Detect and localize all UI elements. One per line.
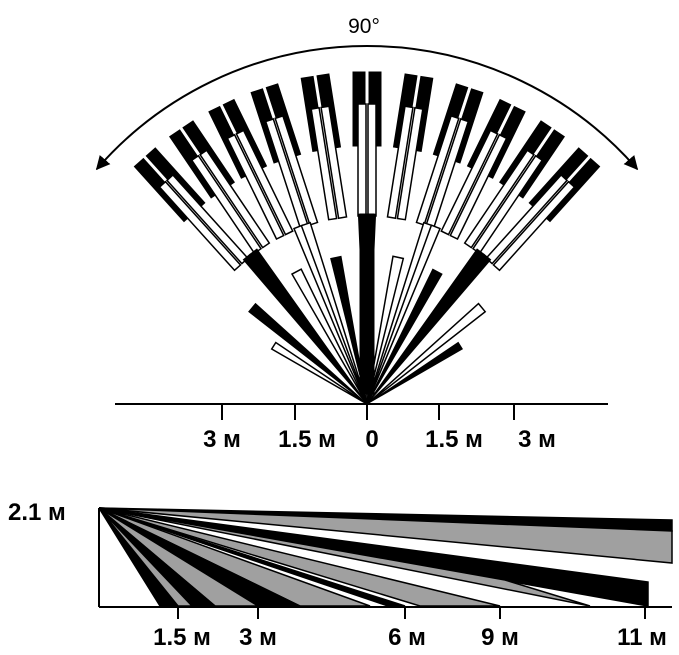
far-zone-outline-a-2: [226, 133, 285, 241]
far-zone-outline-a-9: [463, 149, 535, 249]
center-beam-b: [367, 213, 375, 395]
near-zone-beam-1: [248, 302, 368, 405]
side-distance-label-11m: 11 м: [617, 624, 667, 651]
mid-zone-beam-b-3: [366, 224, 441, 405]
far-zone-outline-a-5: [357, 103, 367, 217]
side-distance-label-6m: 6 м: [388, 624, 426, 651]
side-view: 2.1 м 1.5 м 3 м 6 м 9 м 11 м: [8, 499, 673, 651]
far-zone-outline-b-3: [274, 114, 319, 226]
far-zone-outline-b-5: [367, 103, 377, 217]
mid-zone-beam-a-1: [293, 224, 368, 405]
near-zone-beam-2: [290, 268, 368, 405]
side-beam-far-top-gray: [98, 507, 673, 564]
near-zone-beam-7: [366, 341, 464, 405]
mid-zone-beam-b-0: [248, 248, 368, 405]
top-beams: [133, 71, 601, 405]
side-beam-mid-gray: [98, 507, 591, 607]
far-zone-outline-b-1: [199, 149, 271, 249]
near-zone-beam-3: [330, 255, 368, 405]
far-zone-outline-b-10: [492, 180, 576, 272]
far-zone-outline-a-0: [158, 180, 242, 272]
far-zone-outline-a-4: [310, 106, 338, 221]
side-height-label: 2.1 м: [8, 499, 66, 526]
far-zone-outline-a-6: [386, 105, 414, 220]
far-zone-outline-b-8: [449, 133, 508, 241]
angle-label: 90°: [348, 15, 380, 38]
far-zone-outline-b-2: [235, 129, 294, 236]
center-beam-a: [359, 213, 367, 395]
top-scale-label-3m-right: 3 м: [518, 426, 556, 453]
side-distance-label-3m: 3 м: [239, 624, 277, 651]
side-distance-label-9m: 9 м: [481, 624, 519, 651]
near-zone-beam-6: [366, 302, 487, 405]
mid-zone-beam-b-1: [300, 221, 368, 405]
far-zone-outline-a-8: [440, 129, 499, 236]
far-zone-outline-b-6: [396, 106, 424, 221]
near-zone-beam-0: [270, 341, 368, 405]
top-scale-label-0: 0: [365, 426, 378, 453]
top-scale-label-1-5m-right: 1.5 м: [425, 426, 483, 453]
mid-zone-beam-b-4: [366, 253, 492, 405]
near-zone-beam-4: [366, 255, 405, 405]
far-zone-outline-b-4: [320, 105, 348, 220]
far-zone-outline-a-1: [190, 154, 263, 255]
angle-arc: [95, 45, 639, 171]
side-distance-label-1-5m: 1.5 м: [153, 624, 211, 651]
angle-label-backdrop: [342, 15, 386, 37]
far-zone-outline-a-7: [415, 114, 460, 226]
side-beams: [98, 507, 673, 607]
top-scale-label-3m-left: 3 м: [203, 426, 241, 453]
near-zone-beam-5: [366, 268, 443, 405]
far-zone-outline-a-10: [485, 173, 569, 265]
top-view: 90° 3 м 1.5 м 0 1.5 м 3 м: [95, 15, 639, 453]
top-scale-label-1-5m-left: 1.5 м: [278, 426, 336, 453]
